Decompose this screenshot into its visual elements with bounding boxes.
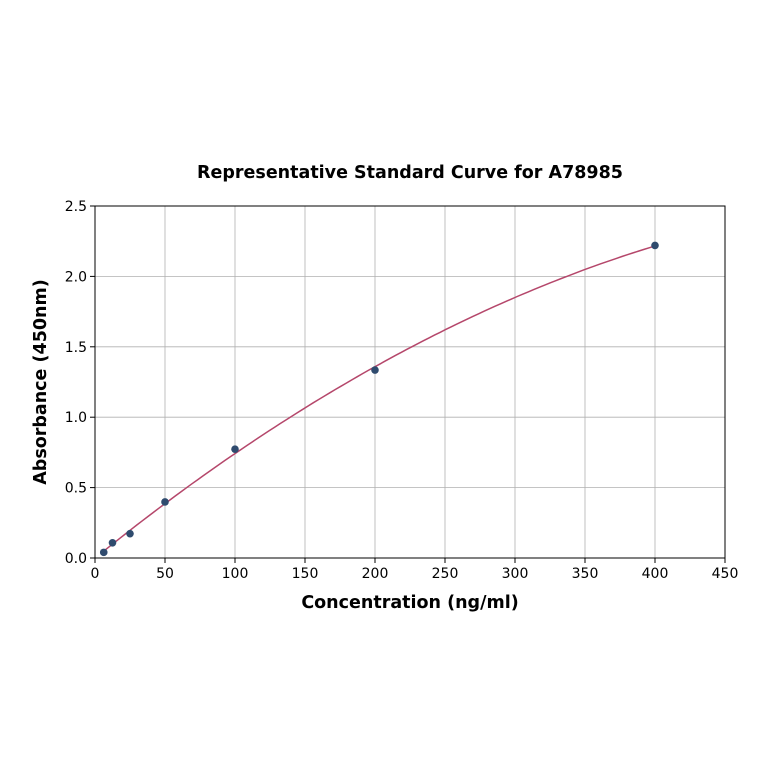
grid	[94, 205, 726, 559]
x-tick-label: 0	[91, 566, 100, 582]
data-point	[231, 445, 239, 453]
y-tick-label: 2.5	[65, 199, 87, 215]
data-point	[651, 241, 659, 250]
x-tick-label: 400	[642, 566, 669, 582]
chart-title: Representative Standard Curve for A78985	[197, 163, 623, 183]
x-tick-label: 350	[572, 566, 599, 582]
fit-curve	[103, 245, 656, 552]
data-point	[99, 548, 108, 557]
ticks: 0 50 100 150 200 250 300 350 400 450 0.0 0.5 1.0 1.5 2…	[65, 199, 739, 582]
x-tick-label: 300	[502, 566, 529, 582]
y-axis-label: Absorbance (450nm)	[31, 279, 51, 485]
y-tick-label: 0.0	[65, 551, 87, 567]
x-tick-label: 150	[292, 566, 319, 582]
x-tick-label: 450	[712, 566, 739, 582]
y-tick-label: 1.5	[65, 340, 87, 356]
data-point	[371, 366, 379, 374]
x-tick-label: 50	[156, 566, 174, 582]
y-tick-label: 2.0	[65, 269, 87, 285]
plot-frame	[94, 205, 726, 559]
data-point	[161, 498, 169, 506]
x-tick-label: 200	[362, 566, 389, 582]
data-point	[126, 529, 134, 538]
y-tick-label: 0.5	[65, 481, 87, 497]
x-axis-label: Concentration (ng/ml)	[301, 593, 518, 613]
y-tick-label: 1.0	[65, 410, 87, 426]
data-point	[108, 538, 117, 547]
x-tick-label: 100	[222, 566, 249, 582]
x-tick-label: 250	[432, 566, 459, 582]
data-points	[99, 241, 659, 557]
